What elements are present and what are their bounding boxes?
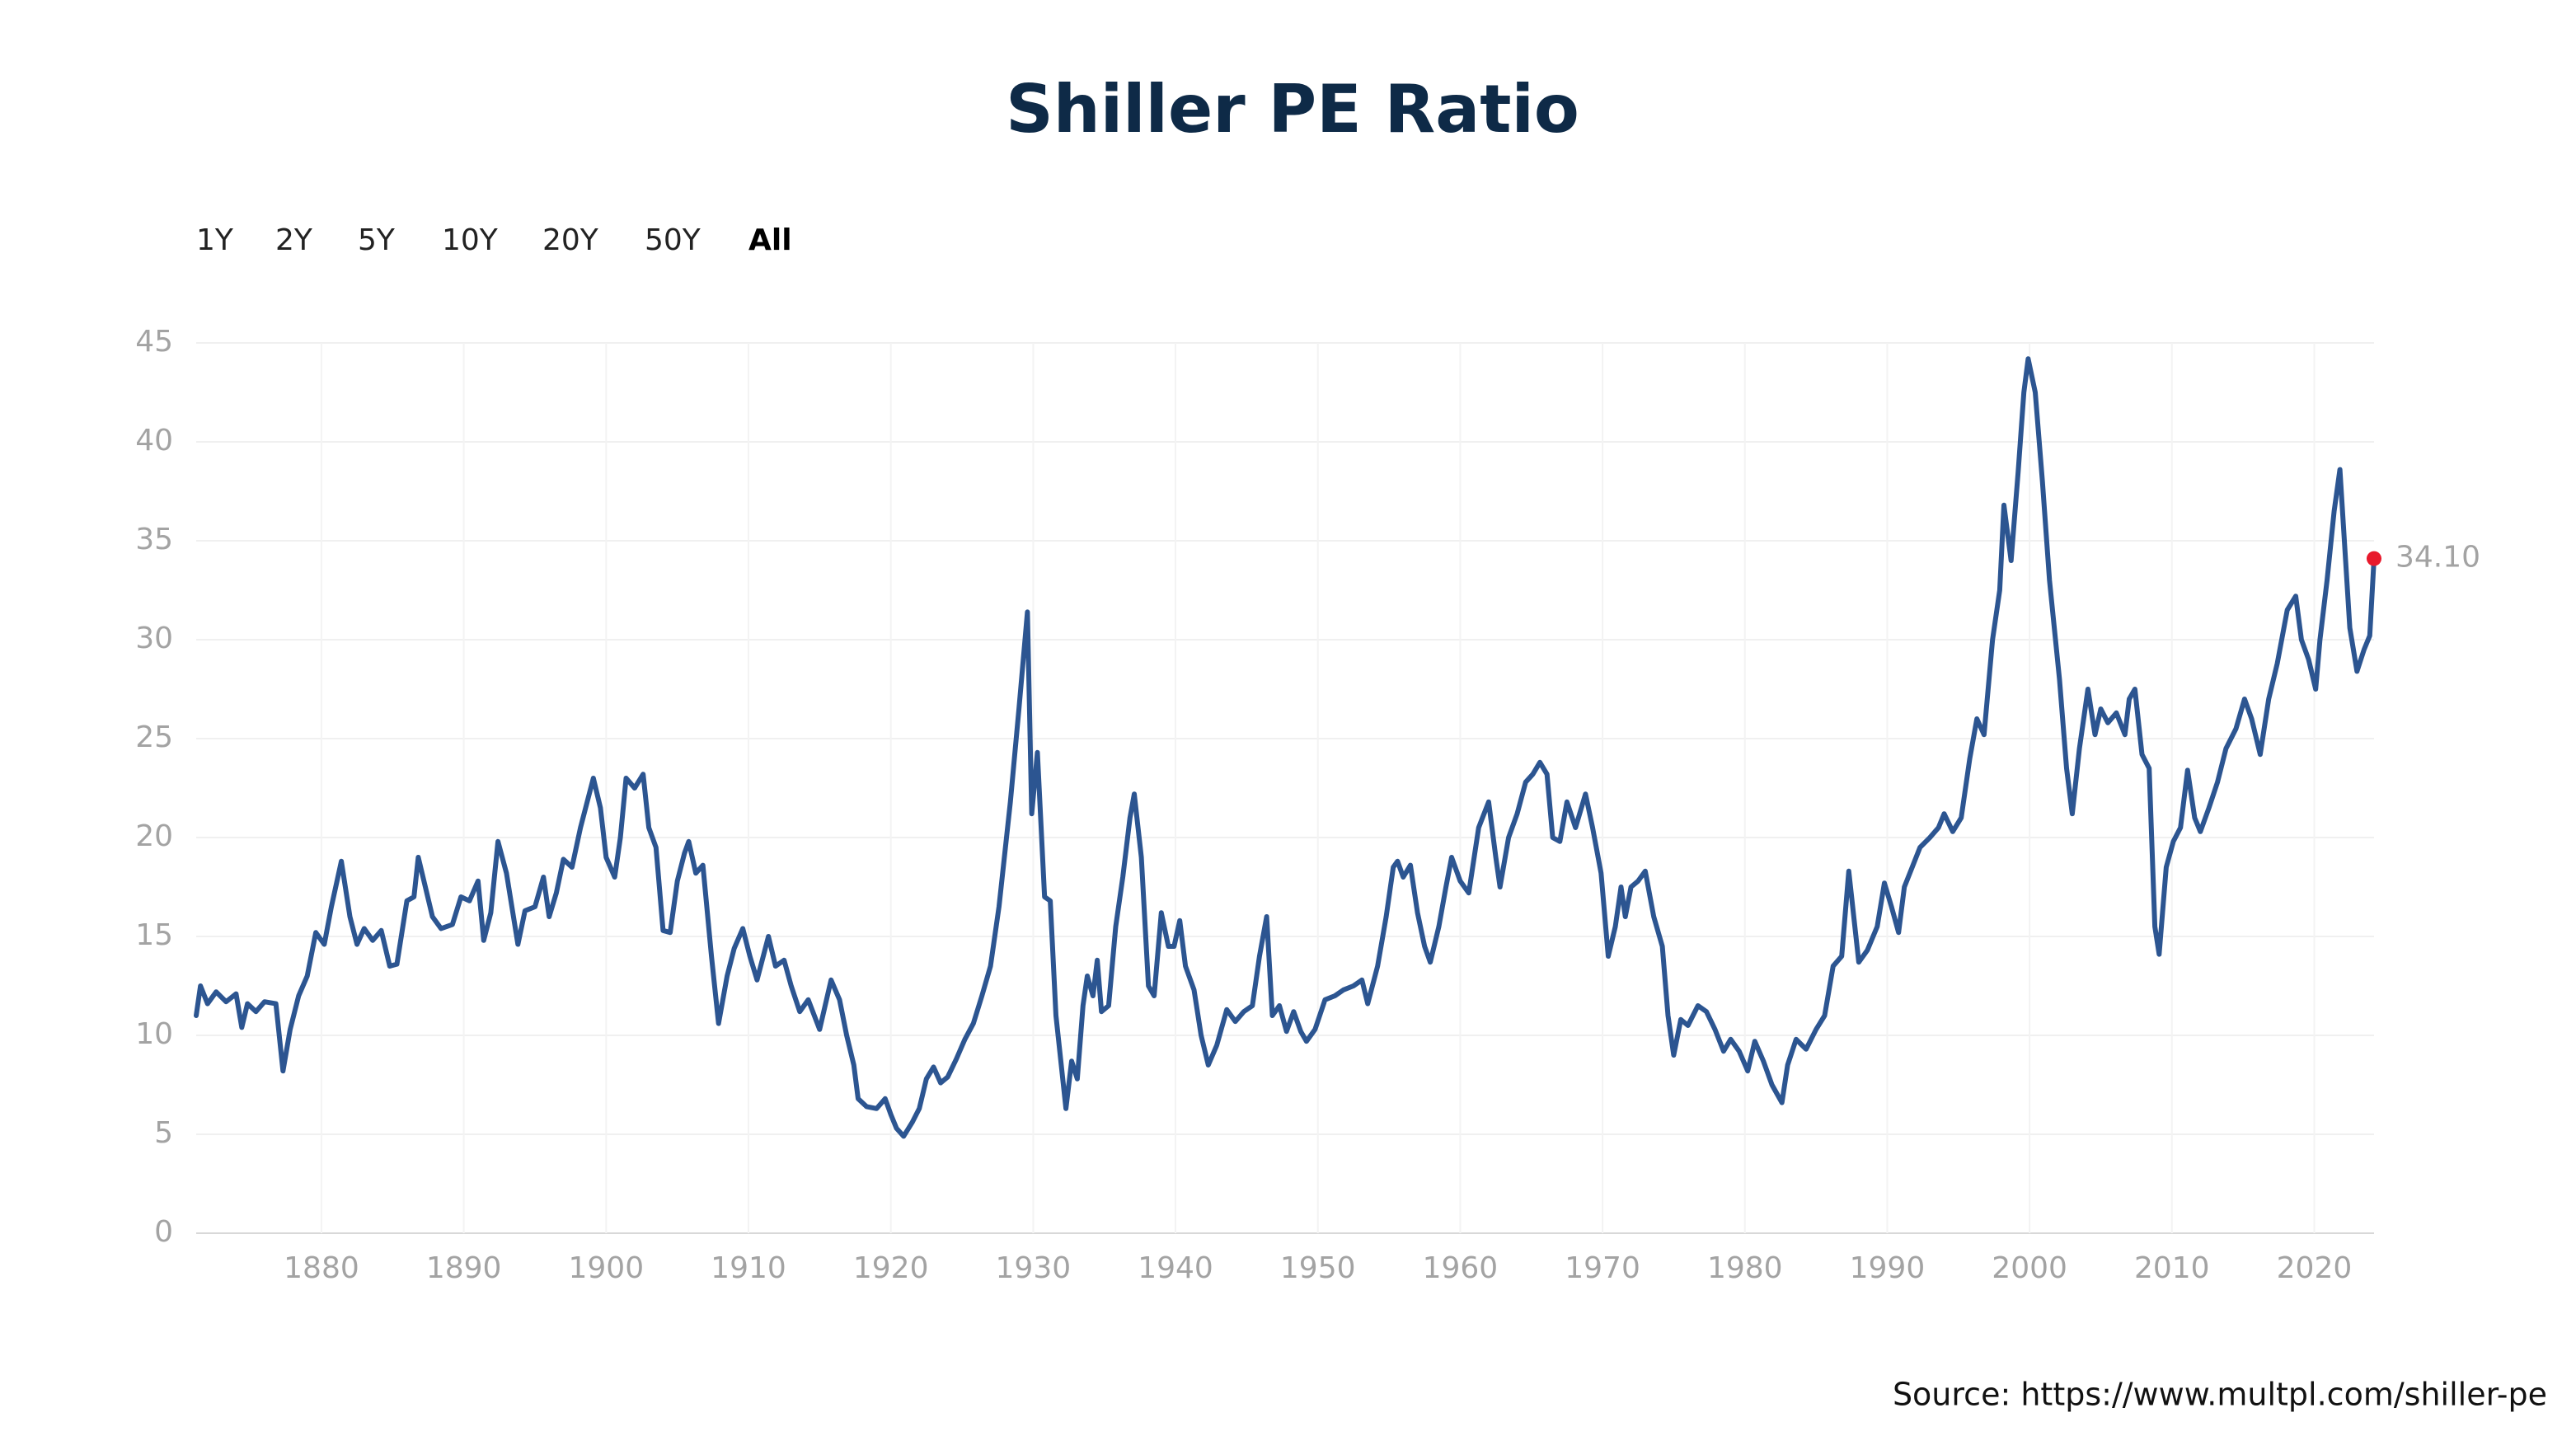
range-button[interactable]: 1Y — [196, 223, 234, 257]
x-tick-label: 1990 — [1850, 1251, 1926, 1285]
x-tick-label: 1890 — [426, 1251, 502, 1285]
range-button[interactable]: All — [748, 223, 792, 257]
last-value-label: 34.10 — [2395, 541, 2480, 575]
y-tick-label: 35 — [135, 523, 173, 556]
x-tick-label: 1970 — [1565, 1251, 1640, 1285]
range-button[interactable]: 20Y — [542, 223, 599, 257]
x-tick-label: 2000 — [1992, 1251, 2067, 1285]
x-tick-label: 1930 — [996, 1251, 1072, 1285]
range-button[interactable]: 10Y — [442, 223, 499, 257]
x-tick-label: 1960 — [1423, 1251, 1499, 1285]
plot: 34.10 — [194, 356, 2480, 1139]
y-tick-label: 40 — [135, 424, 173, 458]
y-tick-label: 0 — [154, 1215, 173, 1249]
source: Source: https://www.multpl.com/shiller-p… — [1893, 1377, 2547, 1413]
y-tick-label: 5 — [154, 1116, 173, 1150]
y-tick-label: 25 — [135, 720, 173, 754]
range-buttons: 1Y 2Y 5Y 10Y 20Y 50Y All — [196, 223, 792, 257]
x-tick-label: 2020 — [2277, 1251, 2353, 1285]
x-tick-label: 2010 — [2134, 1251, 2210, 1285]
x-tick-label: 1900 — [569, 1251, 645, 1285]
y-tick-label: 15 — [135, 918, 173, 952]
last-point — [2367, 551, 2381, 566]
y-tick-label: 20 — [135, 819, 173, 853]
chart-title: Shiller PE Ratio — [1006, 71, 1579, 148]
y-tick-label: 10 — [135, 1017, 173, 1051]
x-tick-label: 1950 — [1280, 1251, 1356, 1285]
range-button[interactable]: 2Y — [275, 223, 313, 257]
x-tick-label: 1980 — [1707, 1251, 1783, 1285]
grid: 0 5 10 15 20 25 30 35 40 45 1880 1890 1900 1910 1920 19… — [135, 325, 2374, 1285]
y-tick-label: 30 — [135, 622, 173, 655]
range-button[interactable]: 50Y — [645, 223, 701, 257]
line — [194, 356, 2377, 1139]
x-tick-label: 1910 — [711, 1251, 786, 1285]
x-tick-label: 1880 — [284, 1251, 359, 1285]
x-tick-label: 1940 — [1138, 1251, 1213, 1285]
y-tick-label: 45 — [135, 325, 173, 359]
range-button[interactable]: 5Y — [358, 223, 396, 257]
x-tick-label: 1920 — [853, 1251, 929, 1285]
